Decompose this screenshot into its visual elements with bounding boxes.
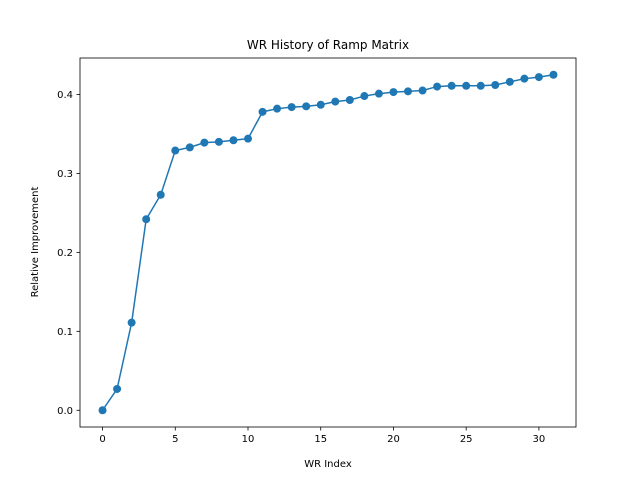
x-axis-label: WR Index: [304, 459, 352, 470]
data-point: [404, 87, 412, 96]
y-tick-label: 0.1: [57, 327, 73, 338]
data-point: [142, 215, 151, 224]
data-point: [418, 86, 427, 95]
x-tick-label: 30: [533, 434, 546, 445]
y-tick-label: 0.2: [57, 248, 73, 259]
y-tick-label: 0.4: [57, 90, 73, 101]
data-point: [244, 134, 252, 143]
x-tick-label: 20: [387, 434, 400, 445]
data-point: [258, 107, 267, 116]
data-point: [214, 137, 223, 146]
data-point: [200, 138, 209, 147]
y-tick-label: 0.3: [57, 169, 73, 180]
data-point: [389, 88, 398, 97]
chart-title: WR History of Ramp Matrix: [247, 38, 409, 52]
x-tick-label: 25: [460, 434, 473, 445]
data-point: [287, 103, 296, 112]
data-point: [171, 146, 180, 155]
y-axis-label: Relative Improvement: [30, 187, 41, 298]
data-point: [549, 70, 558, 79]
data-point: [534, 73, 543, 82]
x-tick-label: 5: [172, 434, 178, 445]
data-point: [331, 97, 340, 106]
data-point: [229, 136, 238, 145]
x-tick-label: 15: [314, 434, 327, 445]
data-point: [433, 82, 442, 91]
data-point: [491, 81, 500, 89]
data-point: [302, 102, 311, 111]
data-point: [462, 81, 471, 90]
data-point: [98, 406, 107, 415]
data-point: [520, 74, 529, 83]
data-point: [156, 190, 165, 199]
data-point: [273, 104, 282, 113]
data-point: [476, 81, 485, 90]
data-point: [447, 81, 456, 90]
data-point: [316, 100, 325, 109]
data-point: [185, 143, 194, 152]
data-point: [127, 318, 136, 327]
axes-frame: [79, 57, 577, 428]
data-point: [113, 384, 122, 393]
data-point: [505, 77, 514, 86]
x-tick-label: 10: [242, 434, 255, 445]
data-point: [360, 92, 369, 101]
y-tick-label: 0.0: [57, 406, 73, 417]
data-point: [345, 96, 354, 104]
data-point: [374, 89, 383, 98]
plot-area: 0 5 10 15 20 25 30 0.0 0.1 0.2 0.3 0.4: [57, 57, 577, 445]
x-tick-label: 0: [99, 434, 105, 445]
